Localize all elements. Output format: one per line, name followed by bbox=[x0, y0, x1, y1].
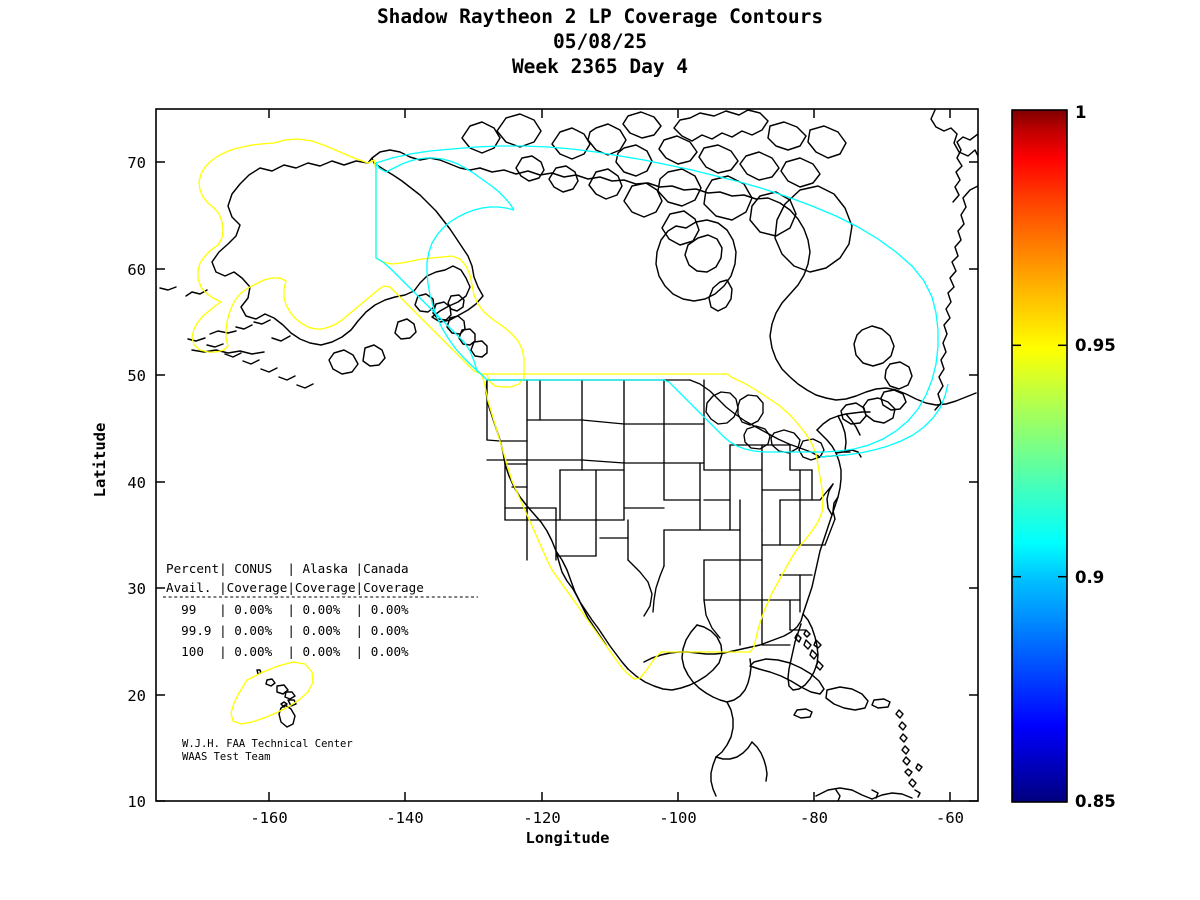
x-tick-label-n160: -160 bbox=[250, 809, 287, 827]
coverage-table-row-100: 100 | 0.00% | 0.00% | 0.00% bbox=[166, 644, 409, 659]
colorbar: 1 0.95 0.9 0.85 bbox=[1011, 103, 1116, 811]
coverage-table-header-1: Percent| CONUS | Alaska |Canada bbox=[166, 561, 409, 576]
x-axis-label: Longitude bbox=[525, 829, 610, 847]
y-tick-label-20: 20 bbox=[127, 687, 146, 705]
map-canvas bbox=[159, 109, 978, 801]
y-tick-label-10: 10 bbox=[127, 793, 146, 811]
x-tick-label-n60: -60 bbox=[936, 809, 964, 827]
colorbar-label-095: 0.95 bbox=[1075, 336, 1116, 355]
plot-axes: 10 20 30 40 50 60 70 -160 -140 -120 -100… bbox=[127, 108, 979, 827]
x-tick-label-n120: -120 bbox=[523, 809, 560, 827]
x-tick-label-n80: -80 bbox=[800, 809, 828, 827]
central-america-caribbean bbox=[681, 624, 923, 801]
service-volume-canada bbox=[375, 145, 949, 458]
colorbar-label-085: 0.85 bbox=[1075, 792, 1116, 811]
y-tick-label-30: 30 bbox=[127, 580, 146, 598]
credit-line-2: WAAS Test Team bbox=[182, 751, 271, 763]
coverage-table: Percent| CONUS | Alaska |Canada Avail. |… bbox=[163, 561, 478, 659]
y-tick-label-60: 60 bbox=[127, 261, 146, 279]
y-tick-label-70: 70 bbox=[127, 154, 146, 172]
coverage-table-row-99: 99 | 0.00% | 0.00% | 0.00% bbox=[166, 602, 409, 617]
hawaii-islands bbox=[256, 669, 297, 728]
canada-coastline bbox=[479, 167, 977, 461]
colorbar-gradient bbox=[1012, 110, 1067, 802]
x-tick-label-n100: -100 bbox=[659, 809, 696, 827]
colorbar-label-09: 0.9 bbox=[1075, 568, 1104, 587]
y-tick-label-50: 50 bbox=[127, 367, 146, 385]
conus-states bbox=[485, 379, 871, 691]
credit-block: W.J.H. FAA Technical Center WAAS Test Te… bbox=[182, 738, 353, 763]
alaska-coastline bbox=[159, 149, 488, 389]
coverage-table-row-999: 99.9 | 0.00% | 0.00% | 0.00% bbox=[166, 623, 409, 638]
x-axis-ticks bbox=[268, 109, 951, 801]
colorbar-label-1: 1 bbox=[1075, 103, 1086, 122]
x-tick-label-n140: -140 bbox=[386, 809, 423, 827]
service-volume-conus-alaska bbox=[191, 138, 824, 725]
y-tick-label-40: 40 bbox=[127, 474, 146, 492]
y-axis-ticks bbox=[156, 161, 978, 802]
credit-line-1: W.J.H. FAA Technical Center bbox=[182, 738, 353, 750]
coverage-table-header-2: Avail. |Coverage|Coverage|Coverage bbox=[166, 580, 424, 595]
